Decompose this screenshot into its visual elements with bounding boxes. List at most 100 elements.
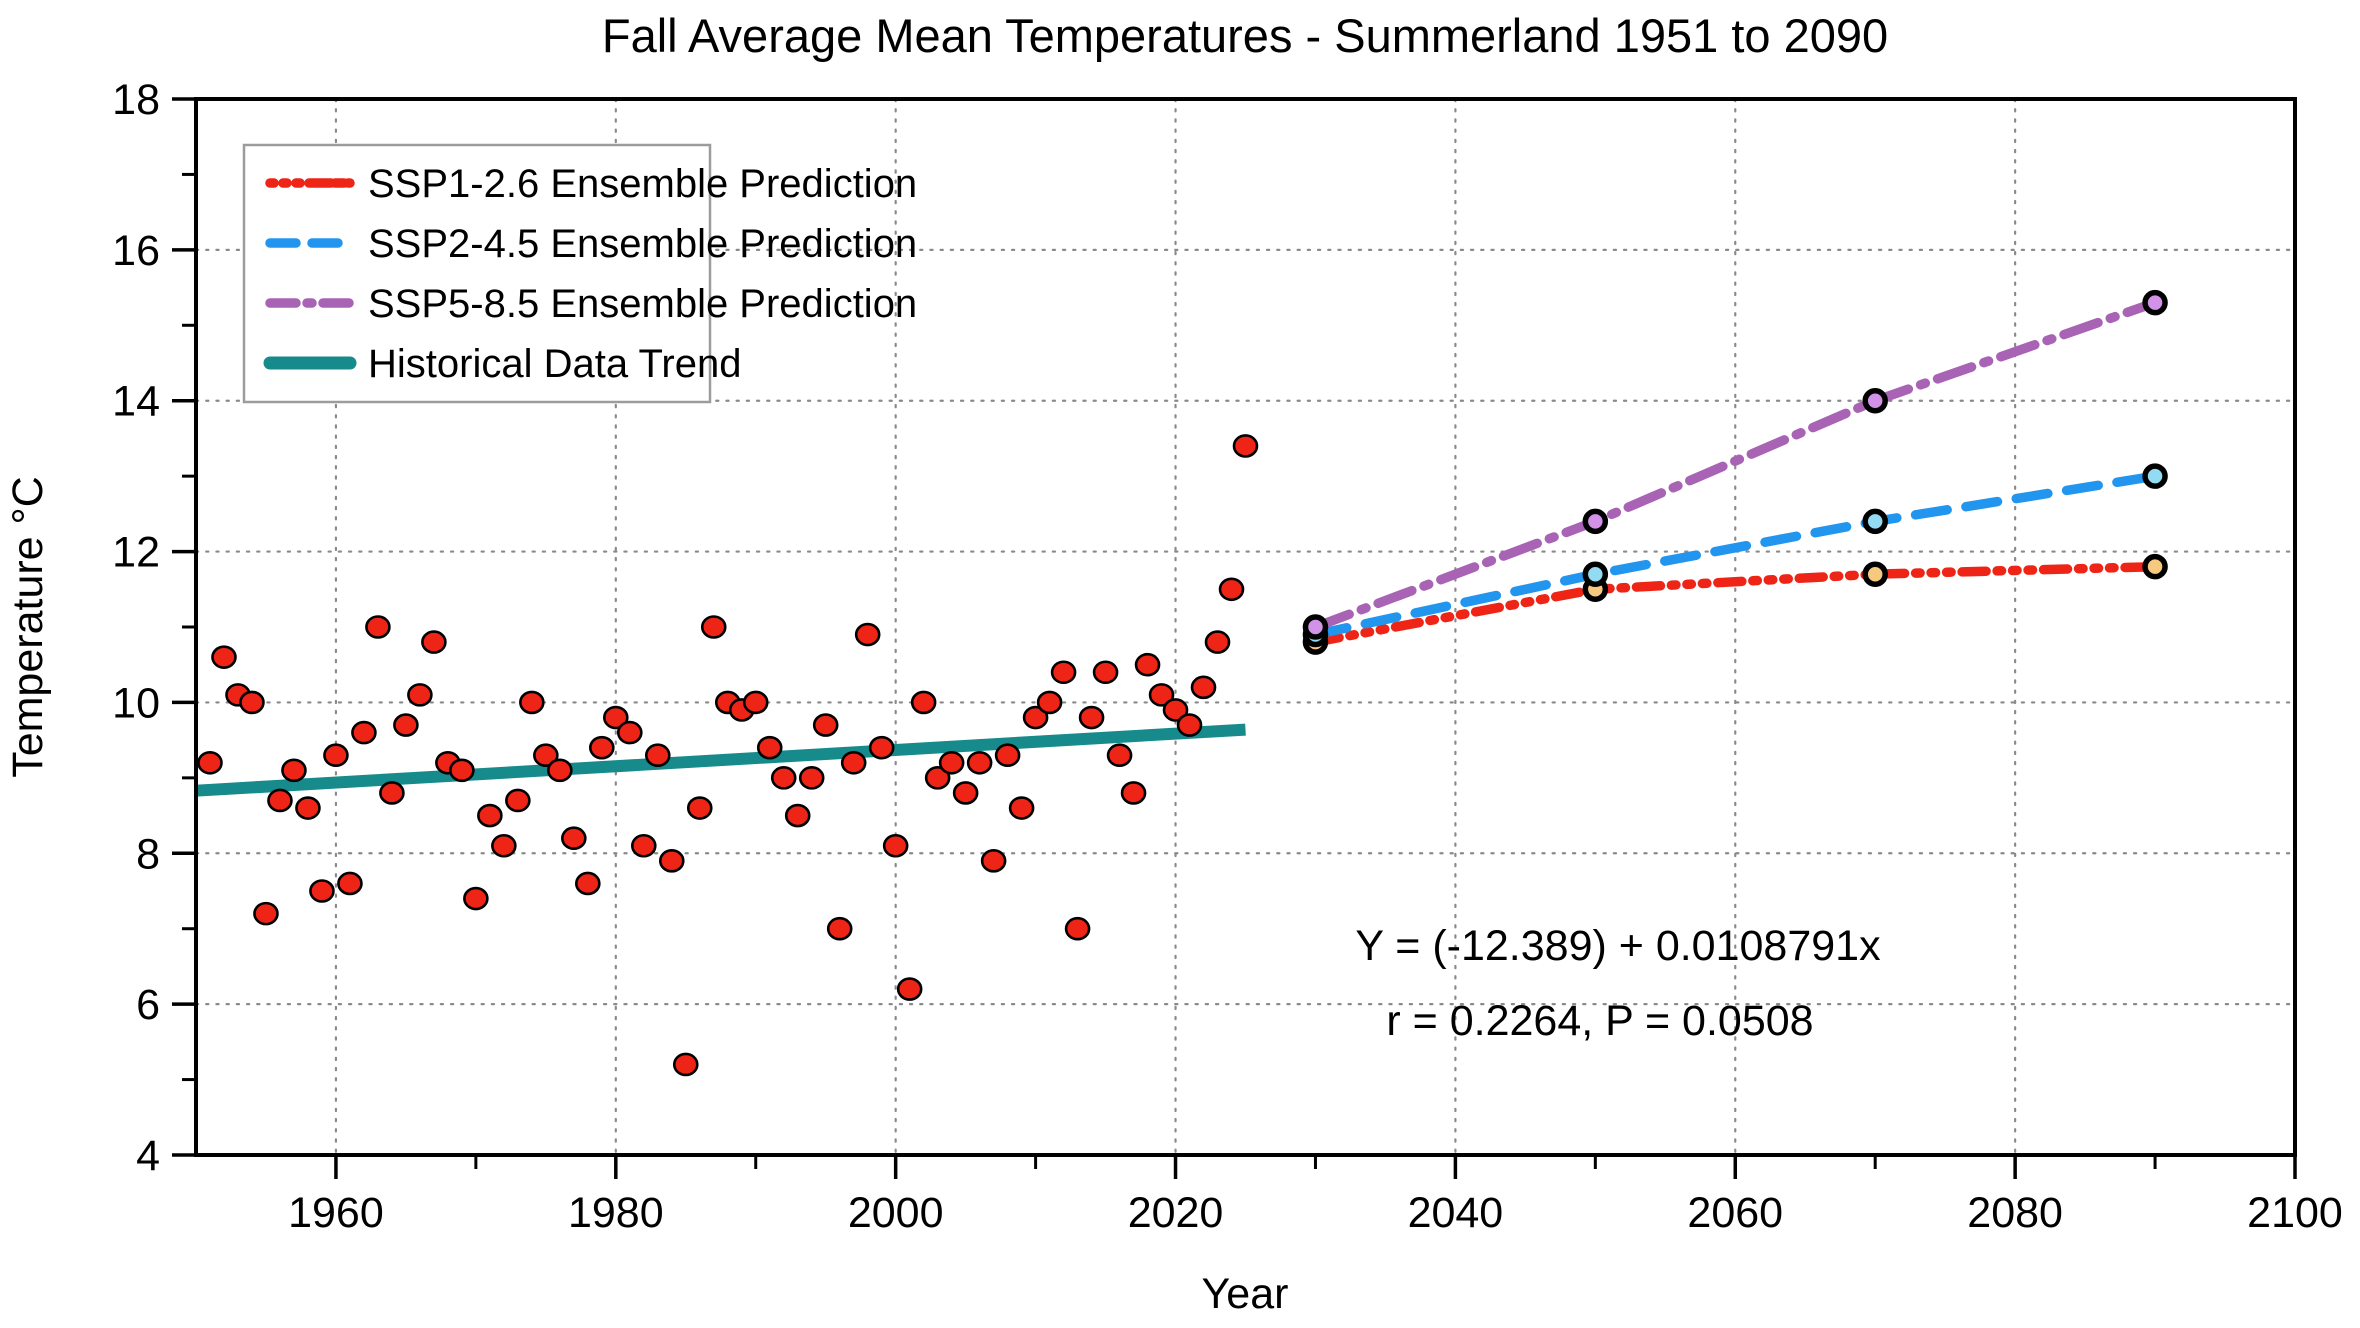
scatter-point [854, 622, 881, 647]
scatter-point [365, 615, 391, 639]
historical-trend-line [195, 723, 1246, 797]
prediction-line [1310, 471, 2160, 640]
scatter-point [519, 690, 545, 715]
prediction-marker [1582, 561, 1609, 587]
legend-item-label: SSP2-4.5 Ensemble Prediction [368, 222, 917, 266]
scatter-point [770, 766, 797, 790]
y-tick-label: 6 [136, 981, 160, 1029]
legend: SSP1-2.6 Ensemble Prediction SSP2-4.5 Ens… [242, 143, 917, 404]
scatter-point [1148, 683, 1175, 707]
scatter-point [1232, 434, 1259, 458]
scatter-point [910, 690, 937, 715]
y-tick-label: 18 [112, 76, 160, 124]
data-layer [195, 289, 2168, 1077]
trend-stats-text: r = 0.2264, P = 0.0508 [1386, 997, 1813, 1045]
prediction-marker [2142, 463, 2168, 489]
scatter-point [505, 788, 531, 813]
legend-item: SSP1-2.6 Ensemble Prediction [265, 162, 917, 206]
prediction-marker [2142, 289, 2168, 316]
scatter-point [966, 750, 993, 775]
scatter-point [253, 901, 279, 926]
scatter-point [309, 879, 335, 903]
scatter-point [812, 713, 839, 737]
prediction-line [1310, 561, 2160, 647]
scatter-point [589, 735, 615, 760]
scatter-point [952, 781, 979, 805]
y-tick-label: 16 [112, 227, 160, 275]
scatter-point [575, 871, 601, 896]
scatter-point [798, 766, 825, 790]
x-tick-label: 2060 [1687, 1189, 1783, 1237]
prediction-marker [1862, 508, 1888, 535]
scatter-point [896, 977, 923, 1001]
x-tick-label: 1960 [288, 1189, 384, 1237]
legend-item: SSP5-8.5 Ensemble Prediction [265, 282, 917, 326]
scatter-point [561, 826, 587, 851]
scatter-point [938, 750, 965, 775]
scatter-point [323, 743, 349, 768]
scatter-point [379, 781, 405, 805]
y-tick-label: 10 [112, 679, 160, 727]
legend-item-label: SSP1-2.6 Ensemble Prediction [368, 162, 917, 206]
scatter-point [868, 735, 895, 760]
scatter-point [421, 630, 447, 654]
scatter-point [211, 645, 237, 669]
scatter-point [1022, 705, 1049, 730]
scatter-point [393, 713, 419, 737]
scatter-point [1008, 796, 1035, 820]
scatter-point [658, 849, 685, 873]
x-tick-label: 2000 [848, 1189, 944, 1237]
scatter-point [700, 615, 727, 639]
scatter-point [980, 849, 1007, 873]
trend-equation-text: Y = (-12.389) + 0.0108791x [1355, 922, 1881, 970]
scatter-point [1162, 698, 1189, 722]
y-tick-label: 14 [112, 378, 160, 426]
scatter-point [337, 871, 363, 896]
x-tick-label: 2100 [2247, 1189, 2343, 1237]
prediction-marker [1582, 508, 1609, 535]
legend-item-label: SSP5-8.5 Ensemble Prediction [368, 282, 917, 326]
scatter-point [1050, 660, 1077, 685]
scatter-point [784, 803, 811, 828]
axis-layer: 1960 1980 2000 2020 2040 2060 2080 2100 4 6 8 10 12 1… [112, 76, 2343, 1237]
scatter-point [882, 833, 909, 858]
scatter-point [1190, 675, 1217, 700]
prediction-marker [1862, 561, 1888, 587]
scatter-point [1036, 690, 1063, 715]
scatter-point [644, 743, 671, 768]
scatter-point [281, 758, 307, 783]
scatter-point [295, 796, 321, 820]
scatter-point [602, 705, 629, 730]
x-axis-title: Year [1202, 1270, 1289, 1318]
scatter-point [449, 758, 475, 783]
scatter-point [1204, 630, 1231, 654]
scatter-point [1078, 705, 1105, 730]
scatter-point [1064, 916, 1091, 941]
x-tick-label: 2020 [1128, 1189, 1224, 1237]
scatter-point [686, 796, 713, 820]
y-tick-label: 4 [136, 1132, 160, 1180]
prediction-marker [1862, 387, 1888, 414]
scatter-point [1120, 781, 1147, 805]
scatter-point [1092, 660, 1119, 685]
scatter-point [491, 833, 517, 858]
prediction-line [1310, 297, 2160, 632]
scatter-point [267, 788, 293, 813]
y-tick-label: 8 [136, 830, 160, 878]
y-tick-label: 12 [112, 529, 160, 577]
scatter-point [840, 750, 867, 775]
legend-item: SSP2-4.5 Ensemble Prediction [265, 222, 917, 266]
scatter-point [672, 1052, 699, 1077]
scatter-point [1134, 652, 1161, 677]
y-axis-title: Temperature °C [4, 476, 52, 778]
x-tick-label: 1980 [568, 1189, 664, 1237]
legend-item: Historical Data Trend [263, 342, 741, 386]
scatter-point [351, 720, 377, 745]
scatter-point [616, 720, 643, 745]
scatter-point [924, 766, 951, 790]
scatter-point [463, 886, 489, 911]
scatter-point [197, 750, 223, 775]
scatter-point [477, 803, 503, 828]
